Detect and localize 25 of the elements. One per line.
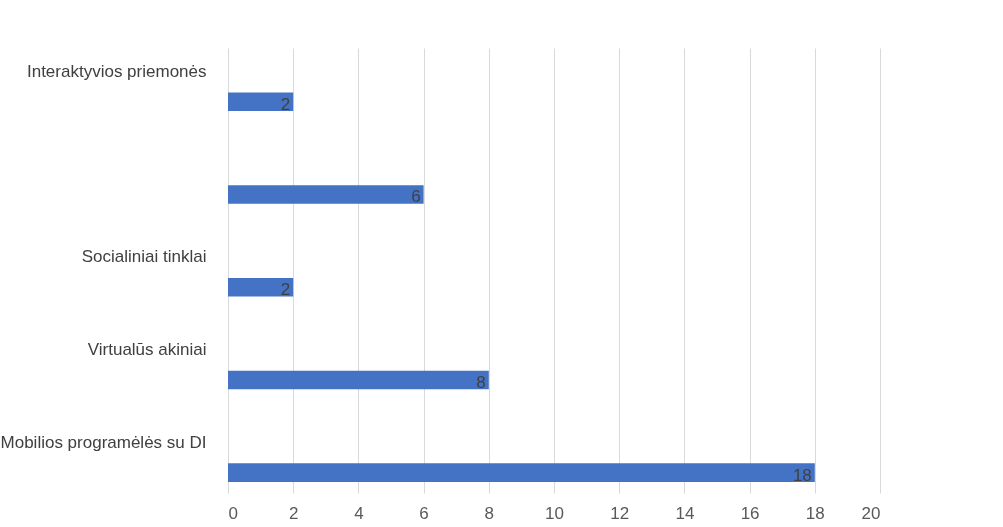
x-tick-label: 6 [419, 503, 429, 523]
data-label: 6 [411, 187, 421, 207]
data-label: 2 [280, 94, 291, 114]
data-label: 8 [476, 372, 486, 392]
data-label: 2 [280, 280, 291, 300]
x-tick-label: 10 [545, 503, 564, 523]
y-tick-label: Virtualūs akiniai [87, 339, 207, 359]
x-tick-label: 20 [861, 503, 881, 523]
bar [228, 92, 294, 112]
x-tick-label: 18 [805, 503, 825, 523]
y-tick-label: Interaktyvios priemonės [26, 61, 207, 81]
data-label: 18 [792, 465, 812, 485]
y-tick-label: Socialiniai tinklai [81, 247, 207, 267]
x-tick-label: 14 [675, 503, 695, 523]
x-tick-label: 2 [288, 503, 299, 523]
x-tick-label: 0 [228, 503, 238, 523]
bar [228, 185, 424, 204]
bar [228, 277, 294, 297]
x-tick-label: 16 [740, 503, 760, 523]
bar [228, 463, 815, 482]
x-tick-label: 12 [610, 503, 630, 523]
y-tick-label: Mobilios programėlės su DI [0, 432, 207, 452]
bar [228, 370, 489, 390]
x-tick-label: 4 [354, 503, 364, 523]
x-tick-label: 8 [484, 503, 495, 523]
